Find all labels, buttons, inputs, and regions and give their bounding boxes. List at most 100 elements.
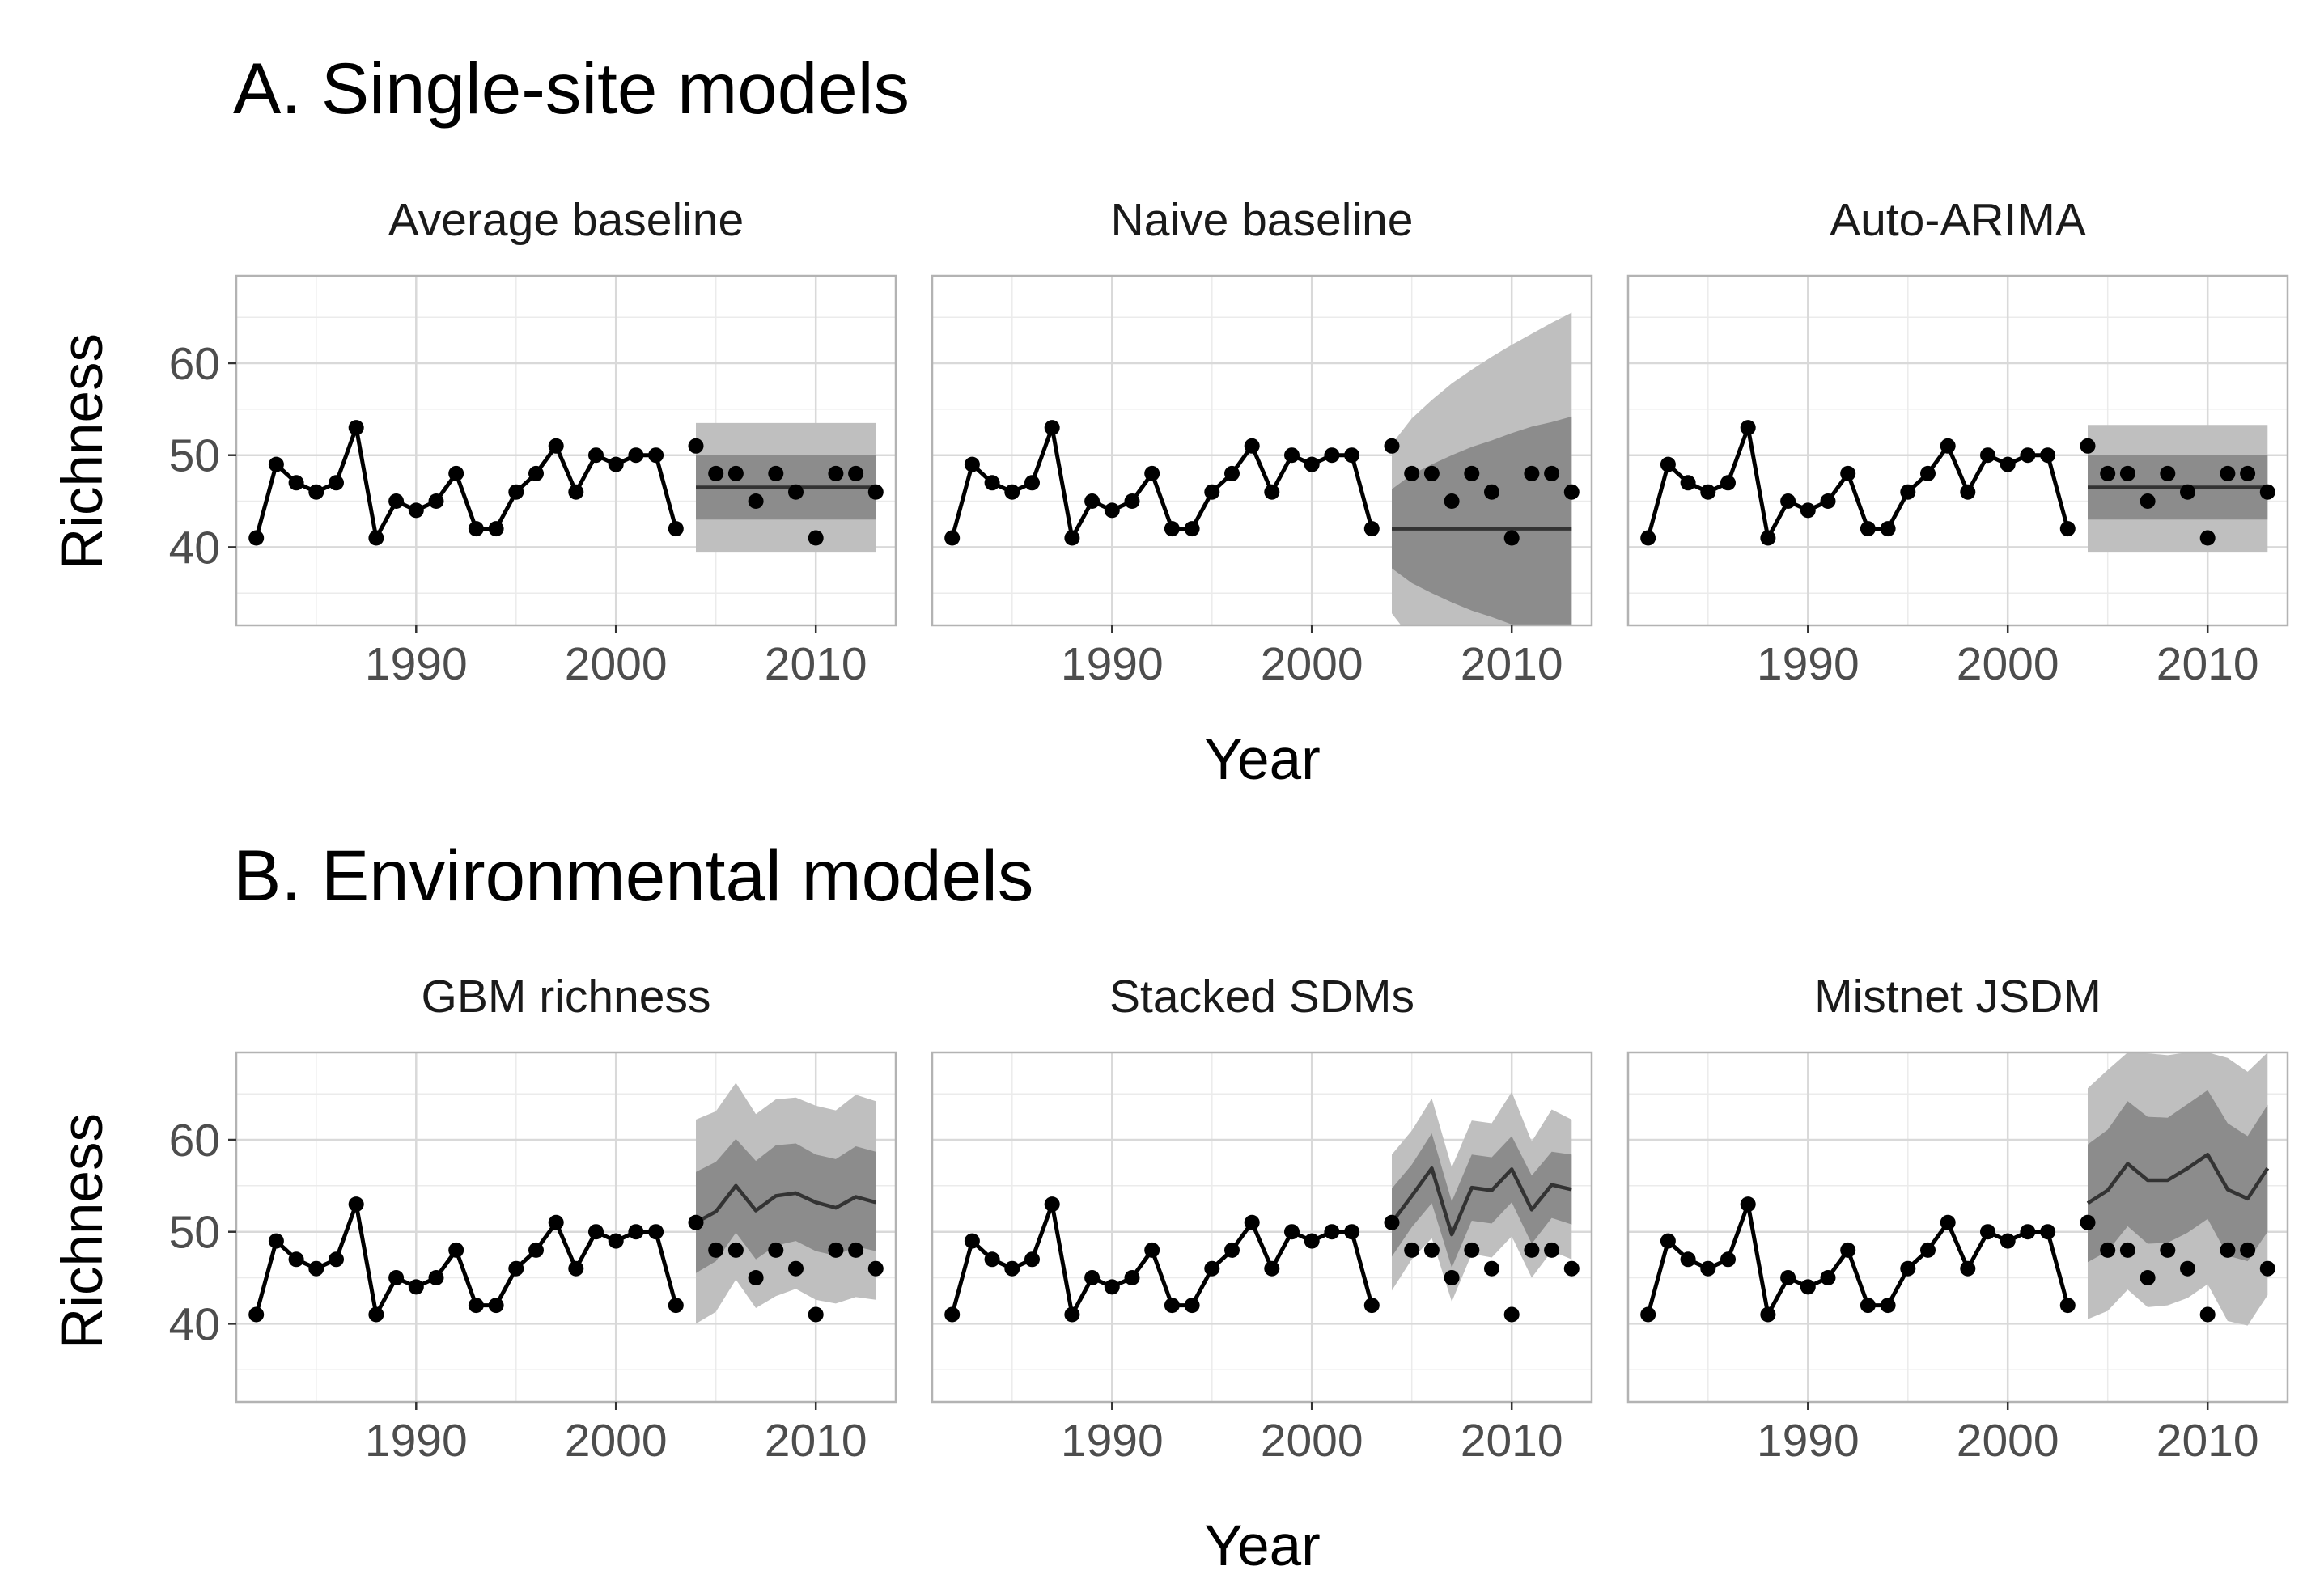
panel-border [1626, 274, 2289, 627]
section-a-y-axis-title: Richness [51, 333, 115, 569]
observed-point [1464, 1242, 1480, 1258]
observed-point [308, 484, 324, 500]
x-tick-label: 2010 [1461, 1415, 1563, 1467]
observed-point [1363, 521, 1380, 537]
observed-line [950, 1202, 1374, 1317]
observed-point [488, 521, 504, 537]
observed-point [2040, 1224, 2056, 1240]
panel-title: Mistnet JSDM [1814, 971, 2101, 1023]
observed-point [329, 1251, 344, 1268]
panel: Mistnet JSDM 1990 2000 2010 [1626, 971, 2289, 1467]
observed-point [628, 447, 644, 464]
observed-point [1004, 484, 1020, 500]
x-tick-label: 2000 [1957, 638, 2059, 690]
section-a-x-axis-title: Year [1204, 728, 1320, 792]
observed-point [1164, 521, 1180, 537]
observed-point [1760, 530, 1776, 546]
observed-point [588, 447, 604, 464]
observed-point [2100, 1242, 2116, 1258]
observed-point [1064, 1306, 1080, 1323]
observed-point [648, 447, 664, 464]
observed-point [2020, 1224, 2036, 1240]
observed-point [2199, 1306, 2216, 1323]
panel-title: Average baseline [388, 194, 744, 246]
observed-point [1544, 1242, 1560, 1258]
observed-point [1660, 456, 1676, 472]
observed-point [867, 1260, 884, 1277]
observed-point [2059, 521, 2076, 537]
observed-point [1920, 1242, 1936, 1258]
observed-point [448, 465, 464, 481]
observed-point [2059, 1298, 2076, 1314]
observed-point [1423, 1242, 1440, 1258]
observed-point [528, 465, 544, 481]
observed-point [1980, 447, 1995, 464]
observed-point [1363, 1298, 1380, 1314]
observed-point [1700, 1260, 1716, 1277]
observed-point [1740, 420, 1756, 436]
section-a-title: A. Single-site models [233, 48, 910, 129]
observed-point [528, 1242, 544, 1258]
y-tick-label: 40 [169, 522, 220, 574]
observed-point [1820, 1270, 1836, 1285]
observed-point [1184, 521, 1200, 537]
section-b-x-axis-title: Year [1204, 1514, 1320, 1578]
observed-point [1024, 1251, 1040, 1268]
observed-point [1880, 521, 1896, 537]
observed-point [688, 1214, 704, 1230]
observed-point [768, 1242, 784, 1258]
y-tick-label: 60 [169, 1115, 220, 1166]
observed-point [1444, 1270, 1460, 1285]
observed-point [1284, 447, 1300, 464]
observed-point [828, 1242, 844, 1258]
observed-line [950, 426, 1374, 540]
observed-point [848, 1242, 864, 1258]
observed-point [1484, 1260, 1499, 1277]
observed-point [288, 1251, 304, 1268]
forecast-layer [2088, 425, 2268, 553]
x-tick-label: 2010 [765, 1415, 867, 1467]
x-tick-label: 2010 [2156, 1415, 2259, 1467]
forecast-mean-line [2086, 1152, 2270, 1205]
observed-point [2119, 465, 2135, 481]
observed-point [1464, 465, 1480, 481]
observed-point [508, 484, 524, 500]
observed-point [268, 456, 284, 472]
observed-point [788, 1260, 804, 1277]
observed-point [448, 1242, 464, 1258]
observed-point [1084, 493, 1101, 509]
observed-line [254, 1202, 678, 1317]
observed-point [468, 1298, 484, 1314]
observed-point [1344, 1224, 1360, 1240]
observed-point [2000, 1233, 2016, 1249]
observed-point [867, 484, 884, 500]
y-tick-label: 50 [169, 430, 220, 482]
observed-point [964, 456, 980, 472]
observed-point [1484, 484, 1499, 500]
observed-point [488, 1298, 504, 1314]
observed-point [1164, 1298, 1180, 1314]
observed-point [1084, 1270, 1101, 1285]
observed-point [1124, 1270, 1140, 1285]
observed-point [1720, 1251, 1736, 1268]
observed-point [548, 438, 564, 454]
observed-point [2259, 1260, 2275, 1277]
observed-point [1524, 1242, 1540, 1258]
observed-point [588, 1224, 604, 1240]
observed-point [628, 1224, 644, 1240]
observed-point [408, 1279, 424, 1295]
x-tick-label: 2000 [1957, 1415, 2059, 1467]
observed-point [1124, 493, 1140, 509]
observed-point [368, 1306, 384, 1323]
observed-point [248, 530, 265, 546]
observed-point [2080, 1214, 2096, 1230]
observed-point [428, 493, 444, 509]
observed-point [984, 475, 1000, 491]
observed-point [1004, 1260, 1020, 1277]
observed-point [1304, 1233, 1320, 1249]
observed-point [1960, 484, 1976, 500]
panel: Stacked SDMs 1990 2000 2010 [931, 971, 1593, 1467]
x-tick-label: 1990 [365, 638, 468, 690]
observed-point [1840, 1242, 1856, 1258]
